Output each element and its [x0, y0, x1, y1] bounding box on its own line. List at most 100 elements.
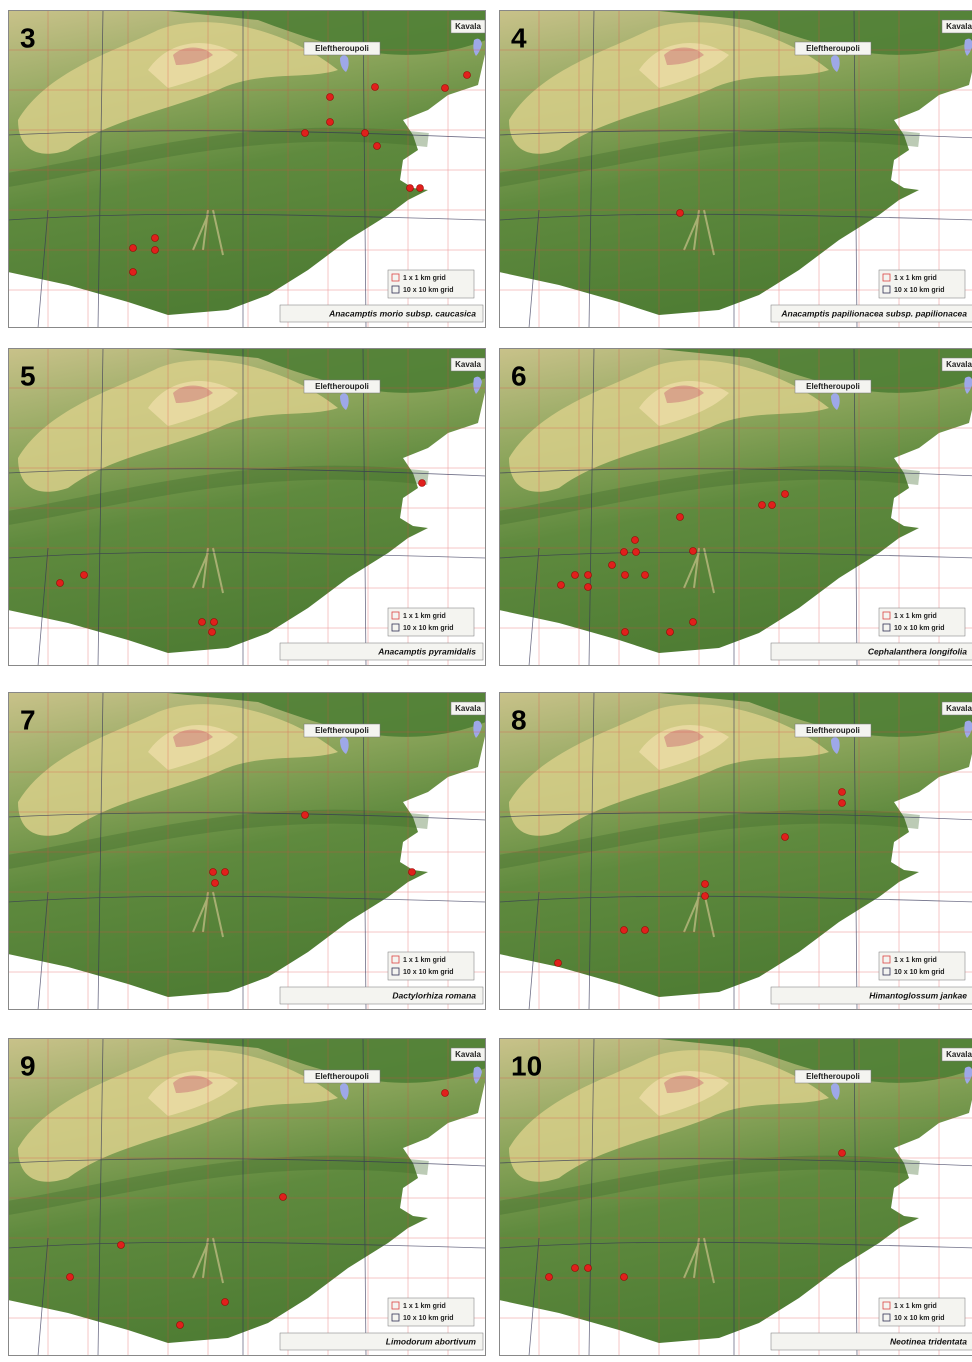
legend-label: 10 x 10 km grid — [403, 287, 454, 294]
record-point — [632, 537, 639, 544]
record-point — [222, 869, 229, 876]
species-label: Anacamptis morio subsp. caucasica — [328, 308, 476, 318]
town-label: Eleftheroupoli — [806, 1072, 860, 1081]
record-point — [417, 185, 424, 192]
town-label: Eleftheroupoli — [806, 44, 860, 53]
record-point — [546, 1274, 553, 1281]
species-label: Limodorum abortivum — [386, 1336, 477, 1346]
map-panel: 9 Eleftheroupoli Kavala 1 x 1 km grid 10 x 1… — [8, 1038, 486, 1356]
panel-number: 9 — [20, 1050, 36, 1081]
record-point — [372, 84, 379, 91]
record-point — [690, 548, 697, 555]
record-point — [572, 1265, 579, 1272]
record-point — [642, 572, 649, 579]
record-point — [633, 549, 640, 556]
town-label: Eleftheroupoli — [315, 1072, 369, 1081]
record-point — [374, 143, 381, 150]
record-point — [419, 480, 426, 487]
panel-number: 4 — [511, 22, 527, 53]
record-point — [690, 619, 697, 626]
record-point — [152, 235, 159, 242]
record-point — [152, 247, 159, 254]
legend-label: 10 x 10 km grid — [403, 1315, 454, 1322]
legend-label: 1 x 1 km grid — [403, 275, 446, 282]
record-point — [667, 629, 674, 636]
map-panel: 5 Eleftheroupoli Kavala 1 x 1 km grid 10 x 1… — [8, 348, 486, 666]
record-point — [677, 210, 684, 217]
city-label: Kavala — [455, 704, 481, 713]
record-point — [622, 572, 629, 579]
record-point — [621, 927, 628, 934]
record-point — [407, 185, 414, 192]
record-point — [585, 572, 592, 579]
record-point — [585, 584, 592, 591]
record-point — [609, 562, 616, 569]
record-point — [222, 1299, 229, 1306]
record-point — [702, 893, 709, 900]
record-point — [130, 245, 137, 252]
legend-label: 1 x 1 km grid — [403, 1303, 446, 1310]
panel-number: 5 — [20, 360, 36, 391]
record-point — [782, 491, 789, 498]
record-point — [327, 94, 334, 101]
legend-label: 1 x 1 km grid — [403, 613, 446, 620]
record-point — [362, 130, 369, 137]
panel-number: 6 — [511, 360, 527, 391]
record-point — [302, 812, 309, 819]
map-panel: 6 Eleftheroupoli Kavala 1 x 1 km grid 10 x 1… — [499, 348, 972, 666]
record-point — [839, 789, 846, 796]
species-label: Himantoglossum jankae — [869, 990, 967, 1000]
panel-number: 10 — [511, 1050, 542, 1081]
legend-label: 10 x 10 km grid — [403, 625, 454, 632]
species-label: Cephalanthera longifolia — [868, 646, 967, 656]
record-point — [769, 502, 776, 509]
legend-label: 10 x 10 km grid — [894, 1315, 945, 1322]
record-point — [130, 269, 137, 276]
record-point — [621, 549, 628, 556]
record-point — [702, 881, 709, 888]
record-point — [442, 85, 449, 92]
record-point — [442, 1090, 449, 1097]
record-point — [81, 572, 88, 579]
city-label: Kavala — [455, 360, 481, 369]
legend-label: 10 x 10 km grid — [894, 969, 945, 976]
town-label: Eleftheroupoli — [315, 44, 369, 53]
city-label: Kavala — [946, 22, 972, 31]
town-label: Eleftheroupoli — [806, 382, 860, 391]
city-label: Kavala — [946, 1050, 972, 1059]
legend-label: 10 x 10 km grid — [403, 969, 454, 976]
city-label: Kavala — [455, 1050, 481, 1059]
legend-label: 1 x 1 km grid — [894, 957, 937, 964]
record-point — [57, 580, 64, 587]
record-point — [839, 800, 846, 807]
species-label: Anacamptis papilionacea subsp. papiliona… — [780, 308, 967, 318]
record-point — [67, 1274, 74, 1281]
species-label: Anacamptis pyramidalis — [377, 646, 476, 656]
record-point — [211, 619, 218, 626]
record-point — [622, 629, 629, 636]
record-point — [327, 119, 334, 126]
record-point — [209, 629, 216, 636]
figure: 3EleftheroupoliKavala1 x 1 km grid10 x 1… — [0, 0, 972, 1357]
record-point — [558, 582, 565, 589]
record-point — [585, 1265, 592, 1272]
record-point — [555, 960, 562, 967]
record-point — [572, 572, 579, 579]
record-point — [642, 927, 649, 934]
city-label: Kavala — [455, 22, 481, 31]
record-point — [302, 130, 309, 137]
record-point — [759, 502, 766, 509]
legend-label: 10 x 10 km grid — [894, 625, 945, 632]
city-label: Kavala — [946, 360, 972, 369]
record-point — [177, 1322, 184, 1329]
panel-number: 8 — [511, 704, 527, 735]
legend-label: 1 x 1 km grid — [894, 613, 937, 620]
city-label: Kavala — [946, 704, 972, 713]
record-point — [118, 1242, 125, 1249]
species-label: Neotinea tridentata — [890, 1336, 967, 1346]
town-label: Eleftheroupoli — [315, 382, 369, 391]
